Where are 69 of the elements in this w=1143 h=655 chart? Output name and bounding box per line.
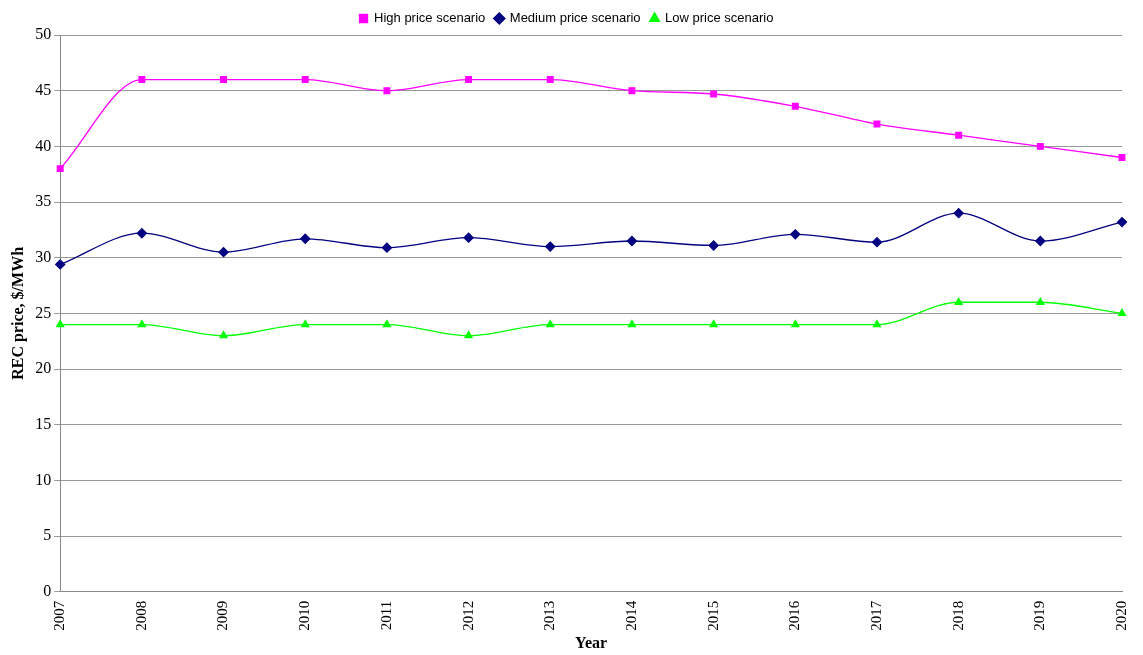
y-tick-label: 35 <box>35 192 52 210</box>
x-tick-label: 2010 <box>296 600 313 631</box>
y-axis-title: REC price, $/MWh <box>8 246 27 380</box>
point <box>463 232 474 243</box>
x-tick-label: 2008 <box>132 600 149 631</box>
point <box>790 229 801 240</box>
point <box>300 233 311 244</box>
x-tick-label: 2020 <box>1112 600 1129 631</box>
x-tick-label: 2014 <box>622 600 639 631</box>
y-tick-label: 10 <box>35 470 52 488</box>
y-tick-label: 45 <box>35 80 52 98</box>
point <box>955 131 963 139</box>
x-tick-label: 2016 <box>786 600 803 631</box>
legend-label: High price scenario <box>374 10 486 26</box>
point <box>56 165 64 173</box>
point <box>381 242 393 253</box>
point <box>464 331 473 339</box>
y-tick-label: 50 <box>35 25 52 43</box>
x-axis-title: Year <box>575 633 608 651</box>
point <box>791 319 800 328</box>
y-tick-label: 20 <box>35 359 52 377</box>
point <box>383 87 391 95</box>
point <box>219 331 228 339</box>
point <box>138 76 146 84</box>
point <box>301 319 310 328</box>
y-tick-label: 5 <box>43 526 52 544</box>
y-tick-label: 0 <box>43 582 52 599</box>
y-tick-label: 30 <box>35 247 52 265</box>
point <box>56 319 65 328</box>
y-tick-label: 40 <box>35 136 52 154</box>
point <box>465 76 473 84</box>
point <box>1117 308 1127 317</box>
y-tick-label: 25 <box>35 303 52 321</box>
point <box>1035 235 1046 247</box>
point <box>546 76 554 84</box>
point <box>382 319 392 328</box>
x-tick-label: 2007 <box>51 600 68 631</box>
x-tick-label: 2009 <box>214 600 231 631</box>
y-tick-label: 15 <box>35 414 52 432</box>
x-tick-label: 2017 <box>867 600 884 631</box>
point <box>628 87 636 95</box>
x-tick-label: 2013 <box>541 600 558 631</box>
x-tick-label: 2018 <box>949 600 966 631</box>
legend-label: Low price scenario <box>665 10 774 26</box>
point <box>545 241 556 252</box>
point <box>136 228 148 239</box>
legend-label: Medium price scenario <box>509 10 641 26</box>
point <box>301 76 309 84</box>
point <box>708 240 719 251</box>
point <box>791 102 799 110</box>
point <box>954 297 963 305</box>
point <box>220 76 228 84</box>
point <box>626 235 638 247</box>
point <box>871 236 883 248</box>
point <box>709 319 718 328</box>
x-tick-label: 2019 <box>1031 600 1048 631</box>
point <box>953 208 964 219</box>
point <box>1116 216 1128 228</box>
point <box>873 120 881 128</box>
x-tick-label: 2015 <box>704 600 721 631</box>
point <box>1036 142 1044 150</box>
x-tick-label: 2012 <box>459 600 476 631</box>
point <box>872 319 882 328</box>
point <box>218 247 229 258</box>
x-tick-label: 2011 <box>377 600 394 631</box>
point <box>627 319 637 328</box>
point <box>137 319 146 328</box>
point <box>1036 297 1045 305</box>
point <box>546 319 555 328</box>
